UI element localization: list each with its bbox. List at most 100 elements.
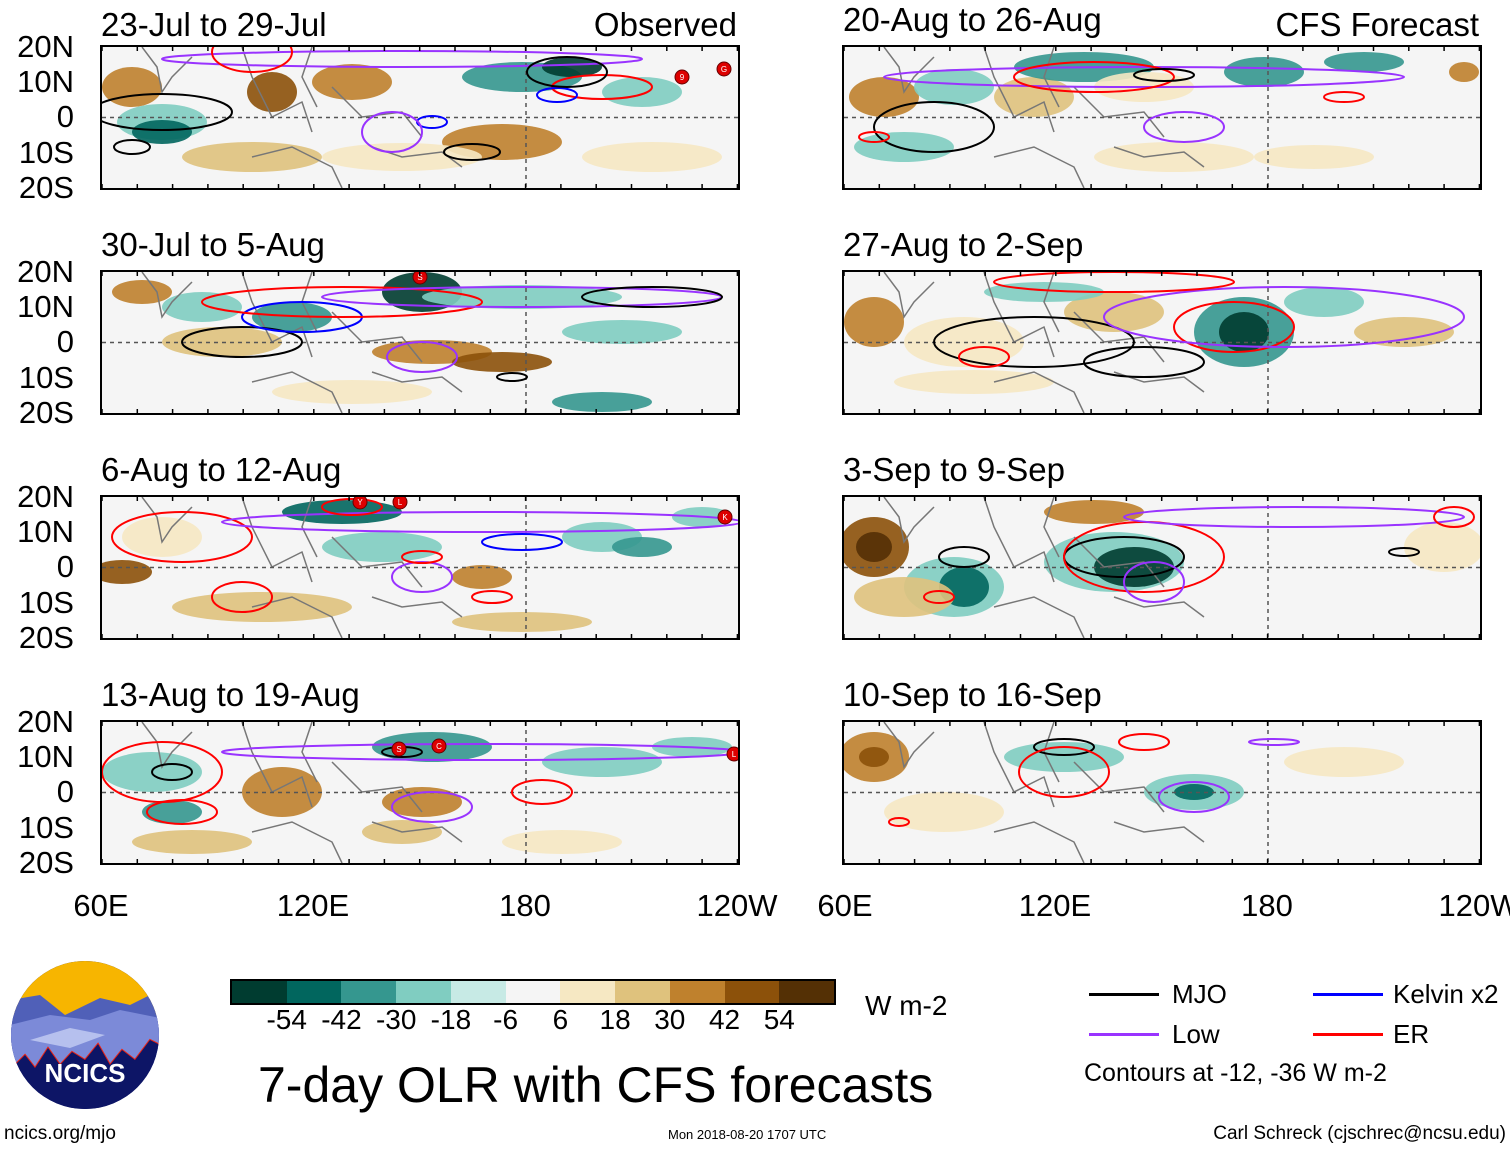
legend-low: Low	[1172, 1019, 1220, 1049]
colorbar-label: -30	[375, 1004, 417, 1035]
olr-anomaly-region	[582, 142, 722, 172]
olr-anomaly-region	[552, 392, 652, 412]
lat-label: 20S	[18, 844, 74, 880]
cyclone-icon	[716, 61, 732, 77]
cyclone-label: C	[436, 742, 442, 751]
panel-title: 6-Aug to 12-Aug	[101, 451, 342, 488]
tropical-cyclone-marker: 9	[674, 69, 690, 85]
wave-contour	[361, 111, 423, 153]
wave-contour	[581, 286, 723, 308]
cyclone-icon	[392, 497, 408, 510]
lon-label: 60E	[817, 888, 873, 923]
olr-map-panel	[842, 270, 1482, 415]
panel-title: 23-Jul to 29-Jul	[101, 6, 327, 43]
olr-map-panel: Y L K	[100, 495, 740, 640]
wave-contour	[923, 590, 955, 604]
wave-contour	[151, 763, 193, 781]
kelvin-legend-line	[1313, 993, 1383, 996]
cyclone-label: 9	[680, 73, 685, 82]
panel-title: 27-Aug to 2-Sep	[843, 226, 1084, 263]
wave-contour	[221, 743, 738, 761]
lon-label: 120E	[276, 888, 350, 923]
panel-title: 3-Sep to 9-Sep	[843, 451, 1065, 488]
footer-author: Carl Schreck (cjschrec@ncsu.edu)	[1213, 1123, 1506, 1144]
olr-anomaly-region	[452, 565, 512, 589]
olr-anomaly-field	[844, 282, 1454, 394]
wave-contour	[443, 143, 501, 161]
colorbar-label: -6	[493, 1004, 519, 1035]
tropical-cyclone-marker: Y	[352, 497, 368, 510]
panel-title: 20-Aug to 26-Aug	[843, 1, 1102, 38]
colorbar-swatch	[341, 981, 398, 1003]
olr-anomaly-region	[102, 560, 152, 584]
lat-label: 10N	[17, 64, 74, 100]
panel-title: 13-Aug to 19-Aug	[101, 676, 360, 713]
wave-contour	[386, 341, 458, 373]
olr-anomaly-region	[282, 500, 402, 524]
olr-anomaly-region	[854, 132, 954, 162]
olr-anomaly-region	[1004, 742, 1124, 772]
olr-anomaly-region	[1284, 287, 1364, 317]
olr-anomaly-region	[312, 64, 392, 100]
wave-contour	[1158, 781, 1230, 813]
olr-anomaly-field	[102, 57, 722, 172]
legend-kelvin: Kelvin x2	[1393, 979, 1499, 1009]
olr-anomaly-region	[122, 517, 202, 557]
lat-label: 20S	[18, 619, 74, 655]
olr-anomaly-region	[1094, 142, 1254, 172]
olr-anomaly-region	[562, 320, 682, 344]
olr-anomaly-region	[844, 297, 904, 347]
olr-anomaly-field	[102, 500, 732, 632]
olr-anomaly-region	[382, 787, 462, 817]
lat-label: 0	[56, 774, 74, 810]
wave-contour	[211, 47, 293, 73]
observed-label: Observed	[593, 6, 737, 43]
olr-anomaly-region	[884, 792, 1004, 832]
wave-contour	[1013, 61, 1175, 93]
lon-label: 60E	[73, 888, 129, 923]
cyclone-icon	[391, 741, 407, 757]
wave-contour	[858, 131, 890, 143]
lat-label: 20S	[18, 394, 74, 430]
wave-contour	[321, 498, 383, 516]
olr-anomaly-region	[132, 830, 252, 854]
wave-contour	[1103, 286, 1465, 348]
wave-contour	[883, 66, 1405, 88]
olr-anomaly-region	[612, 537, 672, 557]
footer-timestamp: Mon 2018-08-20 1707 UTC	[668, 1127, 827, 1142]
olr-anomaly-region	[1404, 522, 1480, 572]
olr-anomaly-region	[112, 280, 172, 304]
lon-label: 180	[1241, 888, 1293, 923]
wave-contour	[401, 550, 443, 564]
tropical-cyclone-marker: S	[412, 272, 428, 285]
wave-contour	[938, 546, 990, 568]
olr-anomaly-region	[422, 285, 622, 309]
olr-anomaly-region	[132, 120, 192, 144]
lat-label: 10N	[17, 289, 74, 325]
olr-anomaly-region	[1449, 62, 1479, 82]
footer-url[interactable]: ncics.org/mjo	[4, 1123, 116, 1144]
cyclone-icon	[674, 69, 690, 85]
olr-anomaly-region	[162, 292, 242, 322]
olr-anomaly-region	[102, 67, 162, 107]
olr-map-panel	[842, 45, 1482, 190]
colorbar-swatch	[232, 981, 288, 1003]
lat-label: 10S	[18, 359, 74, 395]
wave-contour	[551, 74, 653, 100]
cyclone-icon	[717, 509, 733, 525]
lat-label: 20N	[17, 29, 74, 64]
olr-map: S CL	[102, 722, 738, 863]
olr-map-panel	[842, 720, 1482, 865]
wave-contour	[201, 286, 483, 318]
wave-contour	[1133, 68, 1195, 82]
wave-contour	[146, 799, 218, 825]
lat-label: 0	[56, 99, 74, 135]
wave-contour	[888, 817, 910, 827]
lon-label: 180	[499, 888, 551, 923]
wave-contour	[1083, 346, 1205, 378]
wave-contour	[496, 372, 528, 382]
wave-contour	[113, 139, 151, 155]
colorbar-swatch	[560, 981, 617, 1003]
